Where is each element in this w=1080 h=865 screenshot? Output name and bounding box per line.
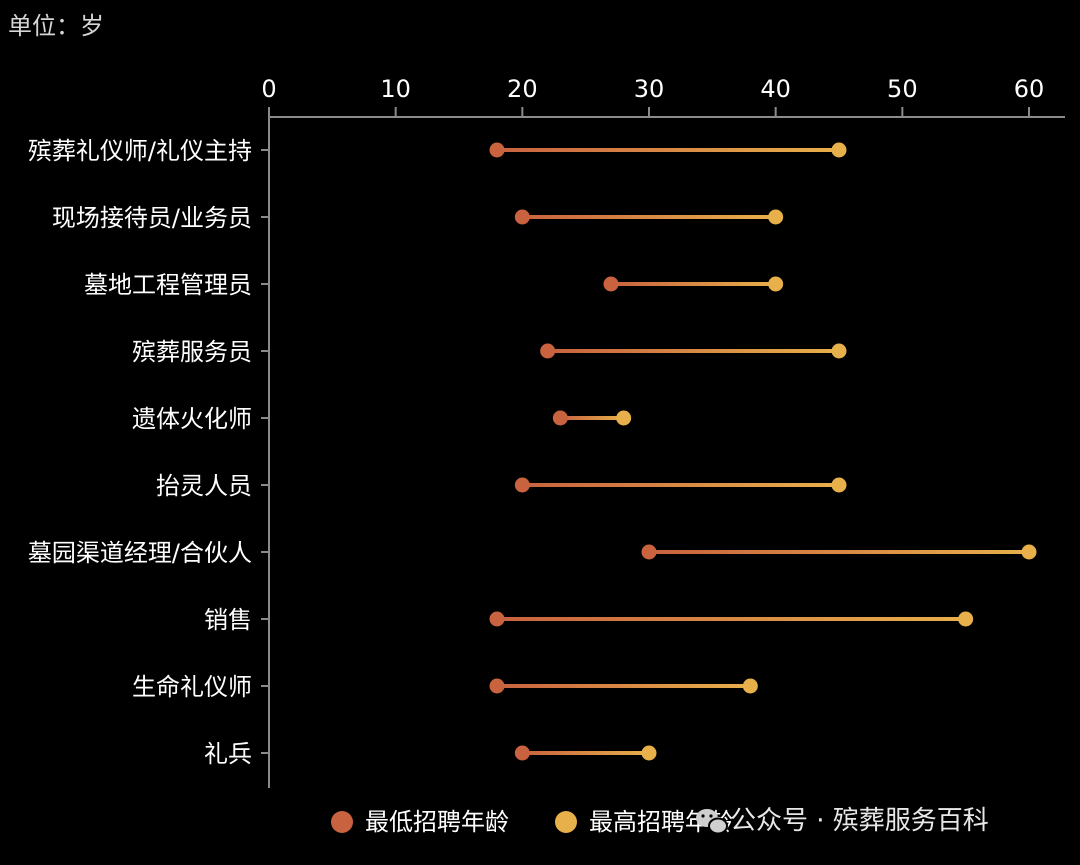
min-age-point	[514, 477, 530, 493]
category-label: 抬灵人员	[156, 472, 252, 500]
category-label: 礼兵	[204, 740, 252, 768]
max-age-point	[958, 611, 974, 627]
x-tick-label: 10	[380, 75, 411, 103]
x-tick-label: 20	[507, 75, 538, 103]
x-tick-label: 0	[261, 75, 276, 103]
min-age-point	[489, 142, 505, 158]
x-axis: 0 10 20 30 40 50 60	[261, 75, 1065, 788]
legend-marker	[331, 811, 353, 833]
category-label: 生命礼仪师	[132, 673, 252, 701]
min-age-point	[514, 745, 530, 761]
max-age-point	[831, 343, 847, 359]
category-label: 殡葬礼仪师/礼仪主持	[28, 137, 252, 165]
x-tick-label: 40	[760, 75, 791, 103]
x-tick-label: 50	[887, 75, 918, 103]
legend-label: 最低招聘年龄	[365, 808, 509, 836]
category-labels: 殡葬礼仪师/礼仪主持现场接待员/业务员墓地工程管理员殡葬服务员遗体火化师抬灵人员…	[28, 137, 269, 768]
max-age-point	[641, 745, 657, 761]
min-age-point	[540, 343, 556, 359]
max-age-point	[768, 276, 784, 292]
x-tick-label: 60	[1014, 75, 1045, 103]
category-label: 销售	[204, 606, 252, 634]
max-age-point	[616, 410, 632, 426]
watermark-text: 公众号 · 殡葬服务百科	[730, 806, 989, 836]
category-label: 墓地工程管理员	[84, 271, 252, 299]
data-points	[489, 142, 1037, 761]
watermark: 公众号 · 殡葬服务百科	[696, 806, 989, 836]
min-age-point	[552, 410, 568, 426]
unit-label: 单位：岁	[8, 12, 104, 40]
category-label: 现场接待员/业务员	[52, 204, 252, 232]
category-label: 墓园渠道经理/合伙人	[28, 539, 252, 567]
min-age-point	[514, 209, 530, 225]
range-connectors	[497, 148, 1029, 755]
min-age-point	[603, 276, 619, 292]
min-age-point	[489, 678, 505, 694]
min-age-point	[641, 544, 657, 560]
max-age-point	[1021, 544, 1037, 560]
x-tick-label: 30	[634, 75, 665, 103]
category-label: 遗体火化师	[132, 405, 252, 433]
max-age-point	[831, 477, 847, 493]
max-age-point	[831, 142, 847, 158]
max-age-point	[742, 678, 758, 694]
max-age-point	[768, 209, 784, 225]
min-age-point	[489, 611, 505, 627]
wechat-logo-icon	[696, 809, 728, 835]
legend: 最低招聘年龄 最高招聘年龄	[331, 808, 733, 836]
legend-marker	[555, 811, 577, 833]
category-label: 殡葬服务员	[132, 338, 252, 366]
